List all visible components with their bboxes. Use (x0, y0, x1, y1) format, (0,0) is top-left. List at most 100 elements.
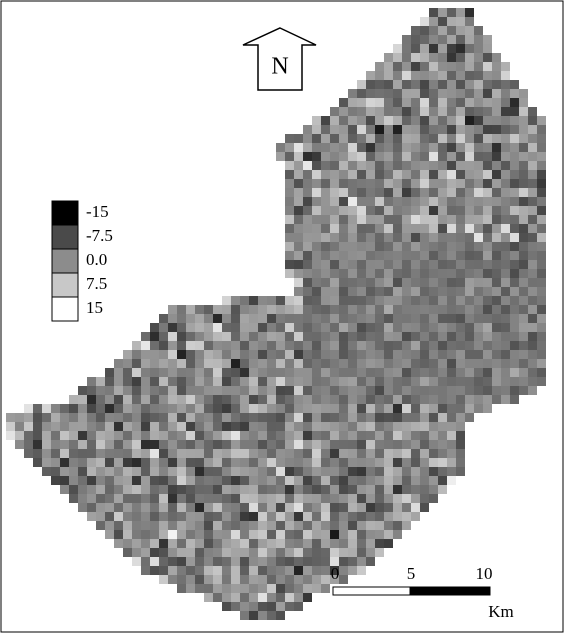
raster-cell (312, 584, 321, 593)
raster-cell (429, 278, 438, 287)
raster-cell (465, 359, 474, 368)
raster-cell (258, 467, 267, 476)
raster-cell (231, 350, 240, 359)
raster-cell (249, 602, 258, 611)
raster-cell (411, 359, 420, 368)
raster-cell (411, 503, 420, 512)
raster-cell (483, 224, 492, 233)
raster-cell (312, 368, 321, 377)
raster-cell (222, 422, 231, 431)
raster-cell (474, 368, 483, 377)
raster-cell (519, 305, 528, 314)
raster-cell (429, 386, 438, 395)
raster-cell (330, 323, 339, 332)
raster-cell (96, 467, 105, 476)
raster-cell (159, 404, 168, 413)
raster-cell (312, 179, 321, 188)
raster-cell (213, 386, 222, 395)
raster-cell (366, 314, 375, 323)
raster-cell (429, 467, 438, 476)
raster-cell (348, 233, 357, 242)
raster-cell (294, 215, 303, 224)
raster-cell (213, 512, 222, 521)
raster-cell (159, 395, 168, 404)
raster-cell (177, 440, 186, 449)
raster-cell (285, 404, 294, 413)
raster-cell (195, 485, 204, 494)
raster-cell (213, 413, 222, 422)
raster-cell (249, 458, 258, 467)
raster-cell (276, 341, 285, 350)
raster-cell (303, 368, 312, 377)
raster-cell (249, 359, 258, 368)
raster-cell (249, 548, 258, 557)
raster-cell (258, 566, 267, 575)
raster-cell (69, 476, 78, 485)
raster-cell (429, 242, 438, 251)
raster-cell (492, 98, 501, 107)
raster-cell (420, 170, 429, 179)
raster-cell (141, 566, 150, 575)
raster-cell (366, 431, 375, 440)
raster-cell (141, 413, 150, 422)
raster-cell (348, 548, 357, 557)
raster-cell (78, 503, 87, 512)
raster-cell (33, 440, 42, 449)
raster-cell (321, 395, 330, 404)
raster-cell (375, 314, 384, 323)
raster-cell (393, 458, 402, 467)
raster-cell (411, 53, 420, 62)
raster-cell (321, 179, 330, 188)
raster-cell (204, 323, 213, 332)
raster-cell (168, 386, 177, 395)
raster-cell (339, 521, 348, 530)
raster-cell (330, 224, 339, 233)
raster-cell (384, 287, 393, 296)
raster-cell (240, 431, 249, 440)
raster-cell (231, 503, 240, 512)
raster-cell (357, 431, 366, 440)
raster-cell (420, 17, 429, 26)
raster-cell (78, 458, 87, 467)
raster-cell (474, 197, 483, 206)
raster-cell (438, 377, 447, 386)
raster-cell (159, 458, 168, 467)
raster-cell (312, 530, 321, 539)
raster-cell (240, 557, 249, 566)
raster-cell (231, 377, 240, 386)
raster-cell (483, 35, 492, 44)
raster-cell (132, 422, 141, 431)
raster-cell (492, 89, 501, 98)
raster-cell (438, 404, 447, 413)
raster-cell (267, 431, 276, 440)
raster-cell (285, 494, 294, 503)
raster-cell (357, 359, 366, 368)
raster-cell (96, 485, 105, 494)
raster-cell (267, 494, 276, 503)
raster-cell (168, 341, 177, 350)
raster-cell (357, 566, 366, 575)
raster-cell (411, 35, 420, 44)
raster-cell (222, 404, 231, 413)
raster-cell (204, 584, 213, 593)
raster-cell (465, 278, 474, 287)
raster-cell (429, 179, 438, 188)
raster-cell (474, 233, 483, 242)
raster-cell (204, 377, 213, 386)
raster-cell (492, 125, 501, 134)
north-label: N (271, 54, 288, 80)
raster-cell (375, 476, 384, 485)
raster-cell (366, 476, 375, 485)
raster-cell (537, 260, 546, 269)
raster-cell (465, 350, 474, 359)
raster-cell (159, 332, 168, 341)
raster-cell (402, 260, 411, 269)
raster-cell (465, 395, 474, 404)
map: N -15-7.50.07.515 0510Km (0, 0, 564, 633)
raster-cell (402, 71, 411, 80)
raster-cell (249, 494, 258, 503)
raster-cell (159, 368, 168, 377)
raster-cell (384, 512, 393, 521)
raster-cell (528, 314, 537, 323)
raster-cell (240, 566, 249, 575)
